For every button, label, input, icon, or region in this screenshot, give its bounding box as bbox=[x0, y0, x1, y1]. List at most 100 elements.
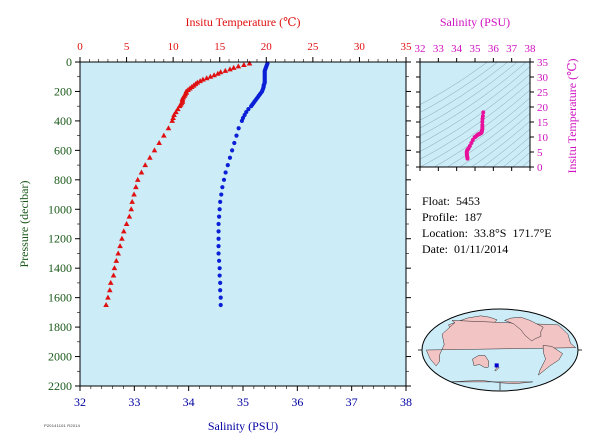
salinity-point bbox=[217, 273, 222, 278]
temperature-point bbox=[246, 60, 253, 66]
temp-tick-label: 20 bbox=[261, 41, 273, 53]
temperature-point bbox=[241, 61, 247, 67]
map-land-australia bbox=[472, 355, 490, 368]
profile-plot-area bbox=[80, 62, 406, 386]
ts-point bbox=[480, 119, 485, 124]
sal-tick-label: 36 bbox=[291, 395, 303, 409]
temperature-point bbox=[156, 140, 162, 145]
salinity-point bbox=[246, 107, 251, 112]
profile-label: Profile: 187 bbox=[422, 210, 482, 224]
temperature-point bbox=[175, 106, 181, 112]
temp-tick-label: 0 bbox=[77, 41, 83, 53]
ts-y-tick-label: 5 bbox=[537, 147, 543, 159]
density-contour bbox=[420, 89, 530, 167]
temperature-point bbox=[176, 103, 183, 109]
ts-axes: 32 33 34 35 36 37 38 0 5 10 15 20 25 30 35 bbox=[415, 43, 549, 174]
temperature-point bbox=[105, 294, 111, 300]
density-contour bbox=[459, 113, 530, 167]
salinity-axis-title: Salinity (PSU) bbox=[208, 419, 278, 433]
temperature-point bbox=[128, 206, 135, 212]
temperature-point bbox=[142, 162, 148, 168]
pressure-tick-label: 1000 bbox=[48, 202, 72, 216]
temperature-point bbox=[134, 176, 141, 182]
density-contour bbox=[420, 74, 530, 152]
ts-y-tick-label: 10 bbox=[537, 132, 549, 144]
ts-plot-area bbox=[420, 62, 530, 167]
ts-x-tick-label: 37 bbox=[506, 43, 518, 55]
temperature-point bbox=[230, 64, 237, 70]
ts-x-tick-label: 34 bbox=[451, 43, 463, 55]
density-contour bbox=[482, 128, 530, 167]
salinity-point bbox=[218, 199, 223, 205]
temperature-series bbox=[103, 60, 253, 307]
ts-y-tick-label: 35 bbox=[537, 57, 549, 69]
ts-y-tick-label: 0 bbox=[537, 162, 543, 174]
sal-tick-label: 38 bbox=[400, 395, 412, 409]
density-contour bbox=[420, 82, 530, 160]
sal-tick-label: 34 bbox=[183, 395, 195, 409]
temperature-point bbox=[126, 213, 133, 219]
map-land-antarctica bbox=[450, 380, 533, 391]
sal-tick-label: 37 bbox=[346, 395, 358, 409]
density-contour bbox=[470, 121, 530, 167]
temperature-point bbox=[107, 287, 113, 293]
temperature-point bbox=[110, 272, 117, 278]
temperature-point bbox=[117, 243, 123, 249]
ts-point bbox=[480, 114, 485, 118]
temperature-point bbox=[103, 302, 109, 307]
pressure-axis-title: Pressure (decibar) bbox=[17, 181, 31, 268]
temperature-point bbox=[170, 114, 176, 120]
temp-tick-label: 15 bbox=[214, 41, 226, 53]
temperature-point bbox=[151, 147, 158, 153]
temperature-point bbox=[171, 112, 177, 118]
temperature-point bbox=[217, 69, 224, 75]
temperature-point bbox=[138, 169, 145, 175]
temperature-point bbox=[165, 125, 172, 131]
temperature-point bbox=[111, 265, 118, 271]
ts-x-tick-label: 38 bbox=[525, 43, 537, 55]
density-contour bbox=[420, 62, 518, 129]
temp-tick-label: 30 bbox=[354, 41, 366, 53]
world-map bbox=[418, 308, 582, 392]
ts-x-tick-label: 33 bbox=[433, 43, 445, 55]
salinity-point bbox=[216, 236, 221, 241]
pressure-tick-label: 600 bbox=[54, 143, 72, 157]
ts-series bbox=[464, 110, 486, 161]
ts-point bbox=[480, 123, 485, 127]
temperature-point bbox=[131, 191, 137, 197]
temperature-point bbox=[200, 76, 206, 82]
ts-ylabel: Insitu Temperature (℃) bbox=[565, 59, 579, 174]
pressure-tick-label: 1400 bbox=[48, 261, 72, 275]
ts-x-tick-label: 32 bbox=[415, 43, 426, 55]
temperature-point bbox=[119, 235, 125, 241]
salinity-point bbox=[218, 280, 223, 286]
ts-x-tick-label: 35 bbox=[470, 43, 482, 55]
sal-tick-label: 32 bbox=[74, 395, 86, 409]
sal-tick-label: 35 bbox=[237, 395, 249, 409]
temperature-point bbox=[211, 72, 217, 78]
density-contour bbox=[492, 136, 530, 167]
ts-x-tick-label: 36 bbox=[488, 43, 500, 55]
temp-tick-label: 5 bbox=[124, 41, 130, 53]
ts-y-tick-label: 20 bbox=[537, 102, 549, 114]
pressure-tick-label: 400 bbox=[54, 114, 72, 128]
pressure-tick-label: 1800 bbox=[48, 320, 72, 334]
pressure-tick-label: 800 bbox=[54, 173, 72, 187]
salinity-point bbox=[218, 302, 223, 308]
density-contours bbox=[420, 62, 530, 167]
salinity-point bbox=[221, 177, 227, 182]
map-land-north-america bbox=[503, 316, 544, 342]
profile-axes: 0 5 10 15 20 25 30 35 32 33 34 35 36 37 38 0 200 400 600 80… bbox=[48, 41, 412, 409]
pressure-tick-label: 2200 bbox=[48, 379, 72, 393]
ts-y-tick-label: 25 bbox=[537, 87, 549, 99]
float-location-marker bbox=[494, 363, 499, 368]
temperature-point bbox=[120, 228, 127, 234]
salinity-point bbox=[236, 126, 241, 131]
temperature-point bbox=[113, 257, 120, 263]
density-contour bbox=[420, 62, 527, 137]
temperature-point bbox=[115, 250, 121, 256]
density-contour bbox=[433, 97, 530, 167]
salinity-point bbox=[216, 221, 221, 227]
salinity-point bbox=[230, 148, 235, 153]
salinity-point bbox=[249, 104, 254, 109]
